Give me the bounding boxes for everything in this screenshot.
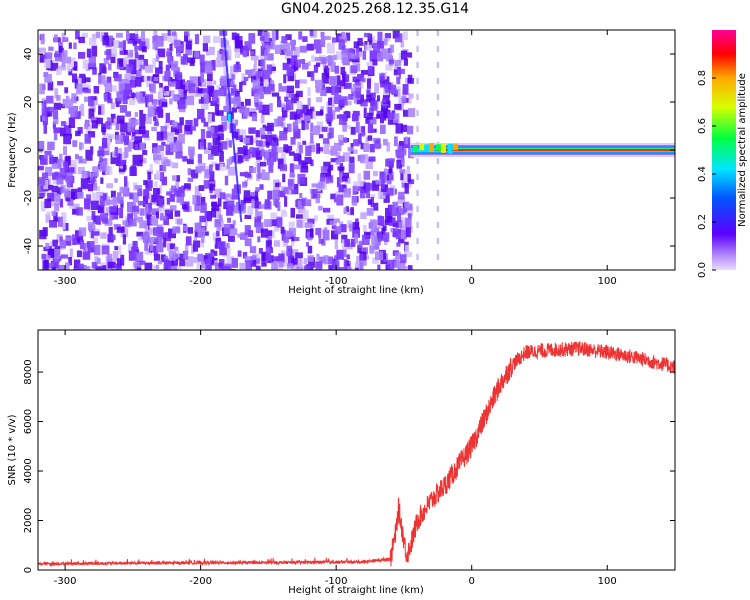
y-tick-label: -20 [23, 190, 34, 206]
spectrogram-carrier-band [435, 149, 675, 151]
y-tick-label: 0 [23, 567, 34, 573]
x-tick-label: -300 [54, 576, 77, 587]
snr-y-label: SNR (10 * v/v) [7, 414, 18, 485]
spectrogram-carrier-onset [452, 143, 458, 151]
colorbar-tick-label: 0.2 [697, 214, 708, 230]
x-tick-label: 0 [469, 576, 475, 587]
x-tick-label: -300 [54, 276, 77, 287]
colorbar-tick-label: 0.6 [697, 118, 708, 134]
y-tick-label: -40 [23, 238, 34, 254]
spectrogram-carrier-onset [447, 143, 453, 154]
snr-x-label: Height of straight line (km) [288, 585, 424, 596]
y-tick-label: 0 [23, 147, 34, 153]
colorbar-tick-label: 0.8 [697, 70, 708, 86]
snr-series-line [38, 341, 675, 567]
colorbar-label: Normalized spectral amplitude [737, 73, 748, 227]
y-tick-label: 20 [23, 96, 34, 109]
spectrogram-noise-cells [38, 30, 415, 270]
spectrogram-noise-cells [39, 30, 412, 270]
spectrogram-y-label: Frequency (Hz) [7, 112, 18, 188]
spectrogram-x-label: Height of straight line (km) [288, 285, 424, 296]
spectrogram-carrier-onset [419, 143, 425, 151]
page-title: GN04.2025.268.12.35.G14 [280, 1, 470, 17]
spectrogram-carrier-onset [428, 143, 434, 153]
spectrogram-noise-cells [39, 30, 409, 270]
snr-line-area [38, 341, 675, 567]
x-tick-label: 100 [598, 576, 617, 587]
x-tick-label: 0 [469, 276, 475, 287]
spectrogram-image [38, 30, 675, 270]
colorbar-ticks: 0.0 0.2 0.4 0.6 0.8 [697, 70, 716, 278]
colorbar-tick-label: 0.4 [697, 166, 708, 182]
y-tick-label: 2000 [23, 508, 34, 533]
snr-frame [37, 329, 676, 571]
colorbar: 0.0 0.2 0.4 0.6 0.8 Normalized spectral ampl… [697, 30, 748, 278]
x-tick-label: -200 [189, 276, 212, 287]
x-tick-label: -100 [325, 276, 348, 287]
spectrogram-carrier-onset [440, 143, 446, 153]
y-tick-label: 40 [23, 48, 34, 61]
spectrogram-x-axis: -300 -200 -100 0 100 [54, 30, 617, 287]
spectrogram-carrier-onset [435, 144, 441, 151]
y-tick-label: 6000 [23, 409, 34, 434]
spectrogram-carrier-onset [413, 145, 419, 153]
x-tick-label: 100 [598, 276, 617, 287]
snr-y-axis: 0 2000 4000 6000 8000 [23, 359, 675, 573]
y-tick-label: 4000 [23, 458, 34, 483]
x-tick-label: -100 [325, 576, 348, 587]
spectrogram-streak [222, 30, 243, 223]
snr-x-axis: -300 -200 -100 0 100 [54, 330, 617, 587]
colorbar-tick-label: 0.0 [697, 262, 708, 278]
colorbar-gradient [712, 30, 736, 270]
x-tick-label: -200 [189, 576, 212, 587]
spectrogram-y-axis: -40 -20 0 20 40 [23, 48, 675, 254]
spectrogram-streak-bright [227, 114, 231, 122]
y-tick-label: 8000 [23, 359, 34, 384]
spectrogram-carrier-onset [424, 144, 430, 153]
